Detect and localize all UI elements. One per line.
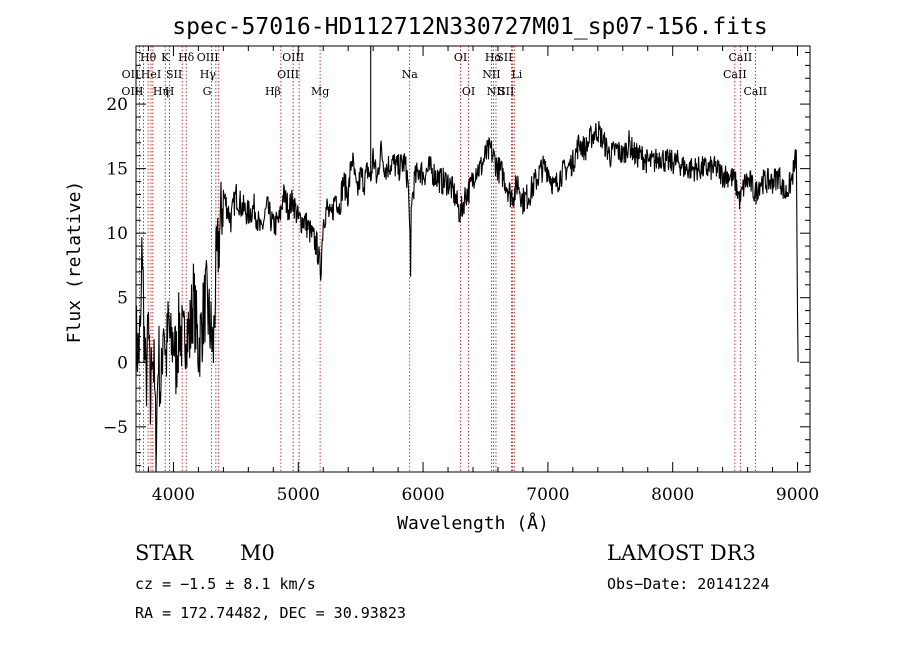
plot-frame	[135, 45, 811, 473]
line-label-9: OIII	[197, 51, 219, 64]
y-tick-label: 15	[106, 160, 128, 180]
x-axis-ticks: 4000 5000 6000 7000 8000 9000	[147, 46, 819, 505]
survey-name: LAMOST DR3	[607, 541, 756, 565]
line-label-8: Hδ	[178, 51, 195, 64]
line-label-21: NII	[482, 68, 500, 81]
x-axis-label: Wavelength (Å)	[397, 512, 549, 534]
line-label-23: NII	[487, 85, 505, 98]
y-tick-label: 0	[117, 353, 128, 373]
y-tick-label: 20	[106, 95, 128, 115]
line-label-15: Mg	[311, 85, 329, 98]
line-label-6: SII	[166, 68, 182, 81]
line-label-10: Hγ	[200, 68, 217, 81]
observation-date: Obs−Date: 20141224	[607, 575, 770, 593]
line-label-0: Hθ	[140, 51, 157, 64]
line-label-17: OI	[454, 51, 467, 64]
x-tick-label: 4000	[152, 485, 195, 505]
line-label-19: Hα	[485, 51, 503, 64]
y-tick-label: 5	[117, 289, 128, 309]
line-label-1: OII	[122, 68, 140, 81]
line-label-26: CaII	[723, 68, 747, 81]
line-label-24: SII	[498, 85, 514, 98]
line-label-18: OI	[462, 85, 475, 98]
line-label-27: CaII	[743, 85, 767, 98]
line-label-12: OIII	[282, 51, 304, 64]
y-axis-ticks: −5 0 5 10 15 20	[103, 51, 810, 467]
line-label-3: HeI	[141, 68, 161, 81]
line-label-13: OIII	[277, 68, 299, 81]
x-tick-label: 5000	[277, 485, 320, 505]
line-label-20: SII	[496, 51, 512, 64]
x-tick-label: 9000	[776, 485, 819, 505]
y-axis-label: Flux (relative)	[64, 181, 85, 344]
y-tick-label: 10	[106, 224, 128, 244]
x-tick-label: 6000	[401, 485, 444, 505]
line-label-14: Hβ	[265, 85, 281, 98]
line-label-2: OIII	[121, 85, 143, 98]
spectrum-series-line	[135, 46, 799, 473]
line-label-16: Na	[402, 68, 419, 81]
spectral-line-markers	[138, 46, 756, 472]
x-tick-label: 8000	[651, 485, 694, 505]
redshift-cz: cz = −1.5 ± 8.1 km/s	[135, 575, 316, 593]
line-label-4: Hη	[153, 85, 169, 98]
line-label-25: CaII	[729, 51, 753, 64]
line-label-22: Li	[511, 68, 522, 81]
line-label-5: K	[161, 51, 170, 64]
x-tick-label: 7000	[526, 485, 569, 505]
object-subclass: M0	[240, 541, 275, 565]
line-label-7: H	[165, 85, 175, 98]
y-tick-label: −5	[103, 418, 128, 438]
chart-title: spec-57016-HD112712N330727M01_sp07-156.f…	[172, 14, 767, 40]
line-label-11: G	[203, 85, 212, 98]
coordinates: RA = 172.74482, DEC = 30.93823	[135, 604, 406, 622]
object-type: STAR	[135, 541, 194, 565]
